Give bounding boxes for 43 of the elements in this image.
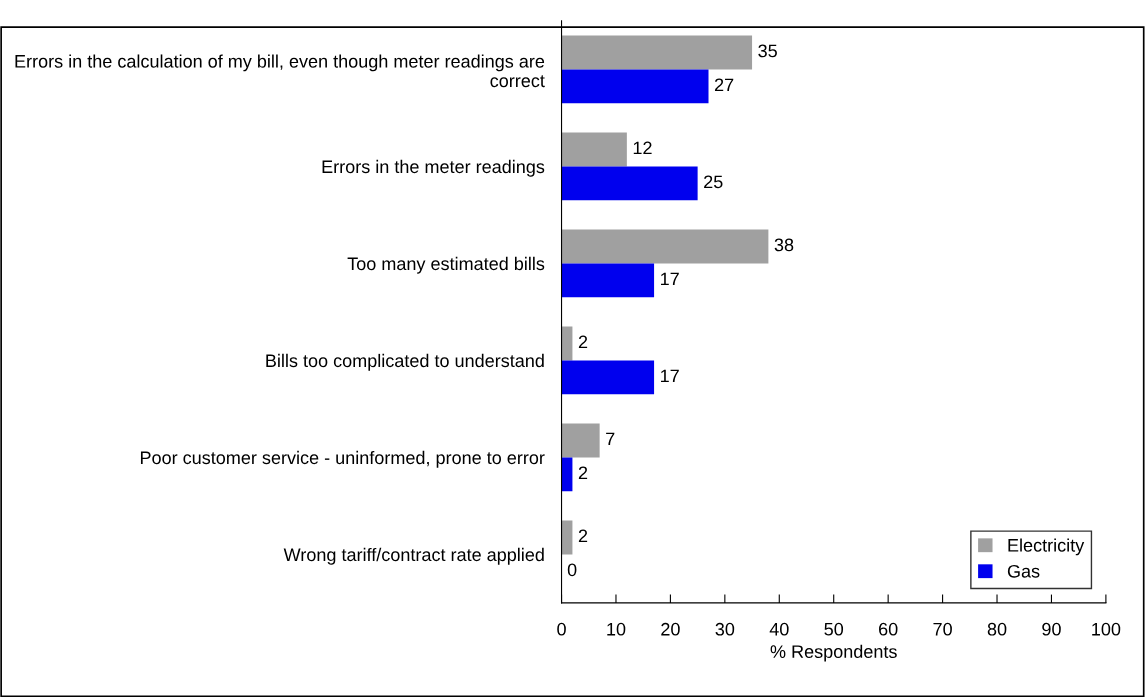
x-tick-label: 100 [1092,622,1121,636]
data-label: 12 [633,141,652,155]
x-tick-label: 20 [661,622,680,636]
bar [561,35,753,70]
y-tick-label: Too many estimated bills [347,256,545,274]
x-tick-label: 80 [987,622,1007,636]
y-tick-label: Bills too complicated to understand [266,353,544,371]
x-tick-label: 0 [557,622,566,636]
data-label: 25 [704,175,723,189]
y-tick-label: Errors in the meter readings [322,159,545,177]
x-tick-label: 50 [824,622,844,636]
y-tick-label: Errors in the calculation of my bill, even though meter readings are correct [15,54,545,88]
bar [561,423,600,458]
data-label: 0 [567,563,577,577]
data-label: 7 [606,432,615,446]
legend-label: Electricity [1008,538,1085,556]
x-tick-label: 40 [769,622,789,636]
bar [561,326,573,361]
data-label: 2 [578,529,588,543]
data-label: 38 [774,238,794,252]
bar [561,229,769,264]
data-label: 27 [714,78,734,92]
bar [561,166,698,201]
data-label: 35 [758,44,777,58]
bar [561,263,655,298]
y-tick-label: Poor customer service - uninformed, prone to error [140,450,545,468]
x-tick-label: 90 [1042,622,1061,636]
data-label: 2 [578,335,588,349]
bar [561,132,627,167]
data-label: 17 [661,369,679,383]
x-tick-label: 10 [607,622,626,636]
x-axis-title: % Respondents [770,644,897,662]
x-tick-label: 70 [933,622,952,636]
x-tick-label: 60 [879,622,898,636]
bar [561,69,709,104]
y-tick-label: Wrong tariff/contract rate applied [283,547,544,565]
data-label: 2 [578,466,588,480]
bar [561,457,573,492]
bar [561,520,573,555]
legend-label: Gas [1007,564,1040,578]
data-label: 17 [661,272,679,286]
bar [561,360,655,395]
x-tick-label: 30 [715,622,735,636]
